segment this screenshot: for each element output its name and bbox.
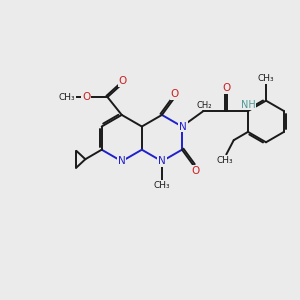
Text: N: N (179, 122, 187, 131)
Text: CH₂: CH₂ (196, 100, 212, 109)
Text: CH₃: CH₃ (58, 93, 75, 102)
Text: N: N (118, 156, 126, 166)
Text: NH: NH (241, 100, 255, 110)
Text: N: N (158, 156, 166, 166)
Text: CH₃: CH₃ (258, 74, 274, 83)
Text: CH₃: CH₃ (217, 156, 233, 165)
Text: O: O (223, 83, 231, 93)
Text: O: O (191, 166, 199, 176)
Text: O: O (82, 92, 90, 102)
Text: O: O (119, 76, 127, 86)
Text: CH₃: CH₃ (154, 181, 170, 190)
Text: O: O (171, 89, 179, 99)
